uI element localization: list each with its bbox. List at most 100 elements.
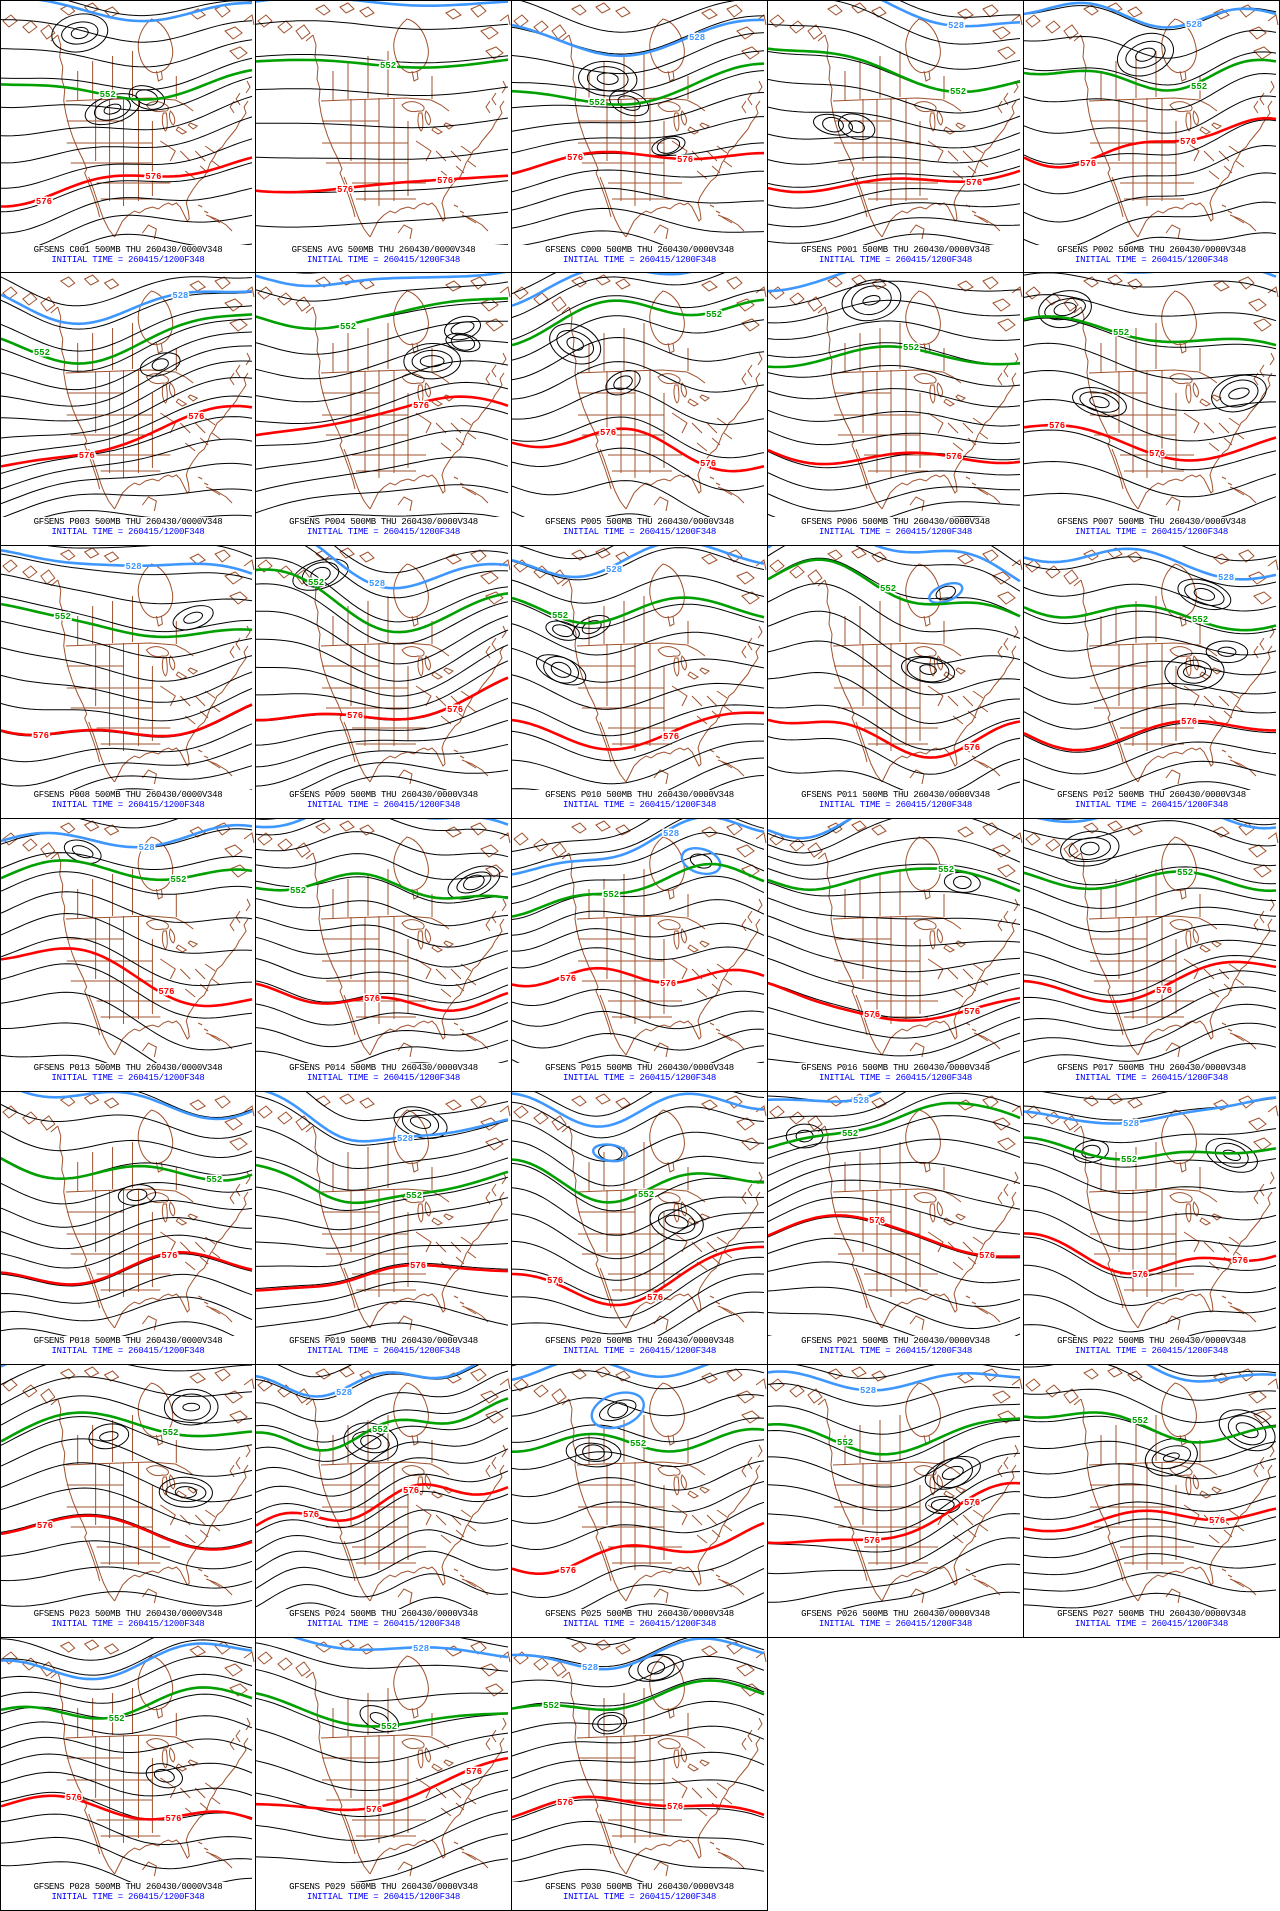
contour-map: 552 576 528 [768,1,1023,245]
base-map [2,1366,255,1604]
panel-caption-block: GFSENS P001 500MB THU 260430/0000V348 IN… [768,245,1023,272]
contour-label: 576 [33,731,49,741]
contour-label: 528 [606,565,622,575]
contour-map: 552 576 576 528 [256,546,511,790]
contour-label: 528 [1218,573,1234,583]
panel-caption-block: GFSENS C001 500MB THU 260430/0000V348 IN… [1,245,255,272]
panel-caption-block: GFSENS P024 500MB THU 260430/0000V348 IN… [256,1609,511,1637]
panel-caption: GFSENS P019 500MB THU 260430/0000V348 [289,1336,478,1346]
panel-caption: GFSENS C000 500MB THU 260430/0000V348 [545,245,734,255]
base-map [257,274,511,512]
panel-caption-block: GFSENS P012 500MB THU 260430/0000V348 IN… [1024,790,1279,818]
contour-label: 528 [126,562,142,572]
contour-label: 528 [397,1134,413,1144]
forecast-panel-p015: 552 576 576 528 GFSENS P015 500MB THU 26043… [512,819,768,1092]
contour-label: 552 [842,1129,858,1139]
contour-label: 528 [1186,20,1202,30]
panel-caption-block: GFSENS P019 500MB THU 260430/0000V348 IN… [256,1336,511,1364]
forecast-panel-c000: 552 576 576 528 GFSENS C000 500MB THU 26043… [512,0,768,273]
contour-label: 552 [308,578,324,588]
panel-caption: GFSENS P015 500MB THU 260430/0000V348 [545,1063,734,1073]
contour-map: 552 576 576 [512,1092,767,1336]
contour-label: 552 [903,343,919,353]
panel-caption-block: GFSENS P026 500MB THU 260430/0000V348 IN… [768,1609,1023,1637]
contour-label: 576 [466,1767,482,1777]
panel-initial-time: INITIAL TIME = 260415/1200F348 [562,527,717,537]
panel-caption-block: GFSENS P027 500MB THU 260430/0000V348 IN… [1024,1609,1279,1637]
base-map [513,1366,767,1604]
panel-caption-block: GFSENS P010 500MB THU 260430/0000V348 IN… [512,790,767,818]
contour-label: 552 [340,322,356,332]
contour-label: 576 [864,1010,880,1020]
contour-label: 576 [966,178,982,188]
contour-label: 576 [864,1536,880,1546]
contour-map: 552 576 576 [1,1,255,245]
panel-caption-block: GFSENS P005 500MB THU 260430/0000V348 IN… [512,517,767,545]
panel-initial-time: INITIAL TIME = 260415/1200F348 [51,527,205,537]
panel-caption-block: GFSENS P025 500MB THU 260430/0000V348 IN… [512,1609,767,1637]
panel-caption-block: GFSENS AVG 500MB THU 260430/0000V348 INI… [256,245,511,272]
contour-label: 552 [1132,1416,1148,1426]
panel-initial-time: INITIAL TIME = 260415/1200F348 [818,800,973,810]
contour-label: 576 [869,1216,885,1226]
contour-label: 552 [290,886,306,896]
panel-caption-block: GFSENS C000 500MB THU 260430/0000V348 IN… [512,245,767,272]
contour-label: 576 [964,743,980,753]
panel-initial-time: INITIAL TIME = 260415/1200F348 [51,1619,205,1629]
panel-caption: GFSENS P002 500MB THU 260430/0000V348 [1057,245,1246,255]
contour-label: 576 [560,974,576,984]
forecast-panel-p004: 552 576 GFSENS P004 500MB THU 260430/0000… [256,273,512,546]
contour-map: 552 576 [256,819,511,1063]
contour-label: 552 [938,865,954,875]
contour-label: 576 [1209,1516,1225,1526]
panel-initial-time: INITIAL TIME = 260415/1200F348 [562,1346,717,1356]
panel-caption: GFSENS AVG 500MB THU 260430/0000V348 [291,245,476,255]
panel-caption-block: GFSENS P014 500MB THU 260430/0000V348 IN… [256,1063,511,1091]
panel-caption-block: GFSENS P008 500MB THU 260430/0000V348 IN… [1,790,255,818]
contour-map: 552 576 576 528 [768,1365,1023,1609]
contour-label: 552 [55,612,71,622]
contour-map: 552 576 528 [1,819,255,1063]
contour-label: 552 [706,310,722,320]
panel-initial-time: INITIAL TIME = 260415/1200F348 [51,1073,205,1083]
panel-caption: GFSENS P001 500MB THU 260430/0000V348 [801,245,990,255]
contour-map: 552 576 528 [1,546,255,790]
contour-map: 552 576 [768,546,1023,790]
contour-map: 552 576 576 [256,1,511,245]
panel-caption-block: GFSENS P029 500MB THU 260430/0000V348 IN… [256,1882,511,1910]
panel-caption-block: GFSENS P022 500MB THU 260430/0000V348 IN… [1024,1336,1279,1364]
contour-map: 552 576 528 [256,1092,511,1336]
forecast-panel-p021: 552 576 576 528 GFSENS P021 500MB THU 26043… [768,1092,1024,1365]
contour-label: 576 [667,1802,683,1812]
panel-initial-time: INITIAL TIME = 260415/1200F348 [306,527,461,537]
panel-caption: GFSENS P006 500MB THU 260430/0000V348 [801,517,990,527]
panel-initial-time: INITIAL TIME = 260415/1200F348 [1074,255,1229,265]
contour-label: 528 [663,829,679,839]
contour-map: 552 576 576 [1,1638,255,1882]
contour-label: 552 [1121,1155,1137,1165]
base-map [2,820,255,1058]
forecast-panel-p030: 552 576 576 528 GFSENS P030 500MB THU 26043… [512,1638,768,1911]
contour-label: 576 [36,197,52,207]
panel-caption: GFSENS P004 500MB THU 260430/0000V348 [289,517,478,527]
base-map [1025,820,1279,1058]
contour-label: 576 [560,1566,576,1576]
contour-map: 552 576 576 528 [512,819,767,1063]
panel-initial-time: INITIAL TIME = 260415/1200F348 [51,255,205,265]
forecast-panel-p019: 552 576 528 GFSENS P019 500MB THU 260430/0… [256,1092,512,1365]
forecast-panel-p009: 552 576 576 528 GFSENS P009 500MB THU 26043… [256,546,512,819]
forecast-panel-p024: 552 576 576 528 GFSENS P024 500MB THU 26043… [256,1365,512,1638]
panel-caption-block: GFSENS P003 500MB THU 260430/0000V348 IN… [1,517,255,545]
contour-label: 576 [647,1293,663,1303]
contour-map: 552 576 576 528 [512,1,767,245]
panel-caption: GFSENS P007 500MB THU 260430/0000V348 [1057,517,1246,527]
forecast-panel-p010: 552 576 528 GFSENS P010 500MB THU 260430/0… [512,546,768,819]
contour-map: 552 576 576 528 [256,1365,511,1609]
contour-label: 528 [336,1388,352,1398]
contour-label: 552 [638,1190,654,1200]
contour-map: 552 576 [1,1092,255,1336]
panel-initial-time: INITIAL TIME = 260415/1200F348 [562,255,717,265]
panel-caption-block: GFSENS P028 500MB THU 260430/0000V348 IN… [1,1882,255,1910]
contour-label: 576 [79,451,95,461]
forecast-panel-p023: 552 576 GFSENS P023 500MB THU 260430/0000… [0,1365,256,1638]
